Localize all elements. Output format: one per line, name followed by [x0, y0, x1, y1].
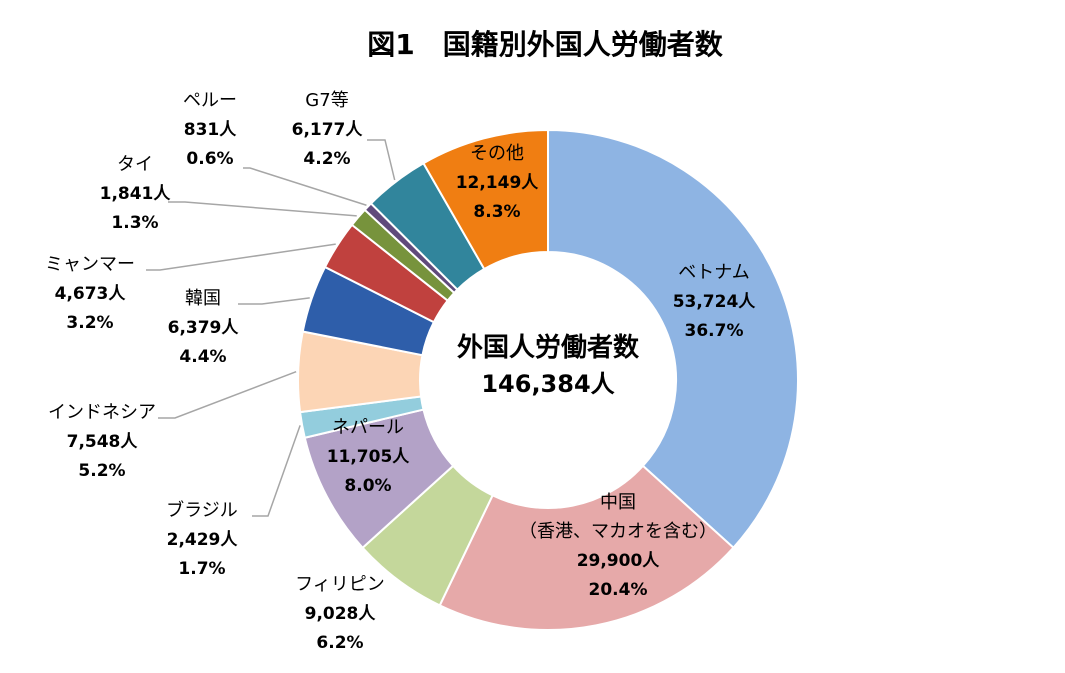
slice-label-pct-label: 8.0%	[344, 476, 391, 496]
slice-label-pct-label: 6.2%	[316, 633, 363, 653]
slice-label-count-label: 2,429人	[167, 530, 239, 550]
slice-label-pct-label: 20.4%	[589, 580, 648, 600]
slice-label-name: G7等	[305, 90, 348, 111]
slice-label-pct-label: 4.4%	[179, 347, 226, 367]
center-total: 146,384人	[481, 370, 614, 398]
leader-line	[168, 201, 357, 217]
slice-label-count-label: 6,177人	[292, 120, 364, 140]
center-label: 外国人労働者数	[457, 333, 640, 363]
slice-label-name: ペルー	[183, 90, 237, 111]
leader-line	[158, 370, 297, 419]
leader-line	[146, 243, 336, 271]
slice-label-name: ブラジル	[166, 499, 238, 521]
slice-label-pct-label: 1.7%	[178, 559, 225, 579]
slice-label-count-label: 831人	[184, 120, 237, 140]
slice-label-name: ネパール	[332, 417, 404, 438]
slice-labels: ベトナム 53,724人 36.7% 中国 （香港、マカオを含む） 29,900人 20.4…	[45, 90, 756, 653]
slice-label-pct-label: 8.3%	[473, 202, 520, 222]
leader-lines	[146, 139, 396, 517]
leader-line	[238, 297, 310, 305]
slice-label-count-label: 12,149人	[456, 173, 540, 193]
slice-label-sub: （香港、マカオを含む）	[519, 521, 717, 542]
slice-label-pct-label: 4.2%	[303, 149, 350, 169]
slice-label-name: 韓国	[185, 288, 221, 309]
slice-label-count-label: 29,900人	[577, 551, 661, 571]
leader-line	[252, 425, 301, 517]
slice-label-count-label: 11,705人	[327, 447, 411, 467]
slice-label-count-label: 4,673人	[55, 284, 127, 304]
leader-line	[367, 139, 396, 181]
slice-label-count-label: 6,379人	[168, 318, 240, 338]
slice-label-name: ベトナム	[678, 262, 749, 283]
slice-label-pct-label: 0.6%	[186, 149, 233, 169]
slice-label-count-label: 9,028人	[305, 604, 377, 624]
slice-label-count-label: 1,841人	[100, 184, 172, 204]
slice-12	[422, 128, 549, 271]
donut-slices	[297, 128, 799, 631]
leader-line	[243, 167, 367, 206]
slice-2	[438, 464, 735, 631]
slice-1	[547, 128, 799, 550]
slice-label-name: タイ	[117, 154, 153, 175]
slice-label-count-label: 7,548人	[67, 432, 139, 452]
slice-label-name: 中国	[600, 492, 636, 513]
slice-label-name: フィリピン	[295, 574, 385, 595]
chart-title: 図1 国籍別外国人労働者数	[367, 28, 723, 61]
slice-label-name: その他	[470, 143, 524, 164]
slice-label-pct-label: 36.7%	[685, 321, 744, 341]
slice-label-name: インドネシア	[48, 402, 156, 423]
slice-label-count-label: 53,724人	[673, 292, 757, 312]
slice-label-pct-label: 5.2%	[78, 461, 125, 481]
slice-label-pct-label: 3.2%	[66, 313, 113, 333]
donut-hole	[421, 253, 675, 507]
slice-label-pct-label: 1.3%	[111, 213, 158, 233]
slice-label-name: ミャンマー	[45, 254, 135, 275]
